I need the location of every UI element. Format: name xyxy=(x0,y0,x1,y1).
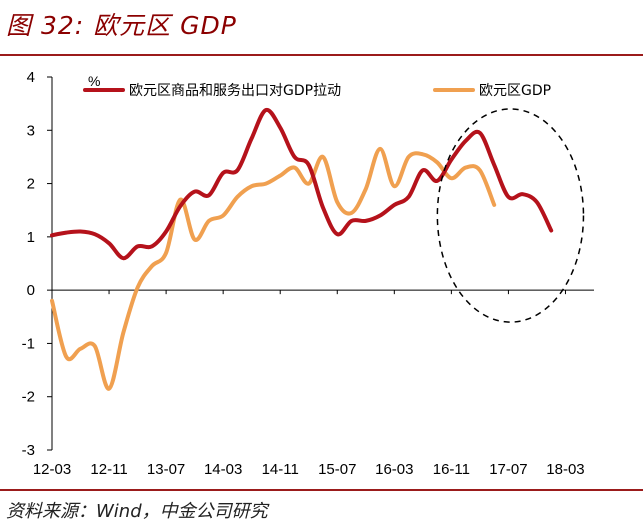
chart-legend: 欧元区商品和服务出口对GDP拉动 欧元区GDP xyxy=(83,83,551,99)
annotation-layer xyxy=(436,108,585,323)
chart-axes: -3 -2 -1 0 1 2 3 4 12-03 12-11 13-07 14-03 14-11 15-0… xyxy=(22,69,594,478)
title-divider xyxy=(0,54,643,56)
x-tick-label: 12-03 xyxy=(33,461,71,478)
line-chart: -3 -2 -1 0 1 2 3 4 12-03 12-11 13-07 14-03 14-11 15-0… xyxy=(22,69,594,478)
x-tick-label: 14-03 xyxy=(204,461,242,478)
x-tick-label: 16-11 xyxy=(433,461,470,478)
x-tick-label: 14-11 xyxy=(262,461,299,478)
x-tick-label: 16-03 xyxy=(375,461,413,478)
y-tick-label: -1 xyxy=(22,335,35,352)
y-tick-label: 0 xyxy=(27,282,35,299)
y-tick-label: 4 xyxy=(27,69,35,86)
legend-label-1: 欧元区GDP xyxy=(479,83,551,99)
x-tick-label: 18-03 xyxy=(546,461,584,478)
chart-title: 图 32: 欧元区 GDP xyxy=(6,11,237,40)
source-note: 资料来源：Wind，中金公司研究 xyxy=(6,501,268,522)
x-tick-label: 13-07 xyxy=(147,461,185,478)
x-tick-label: 17-07 xyxy=(489,461,527,478)
series-line-0 xyxy=(50,107,554,261)
legend-label-0: 欧元区商品和服务出口对GDP拉动 xyxy=(129,83,341,99)
y-tick-label: 1 xyxy=(27,229,35,246)
y-tick-label: -3 xyxy=(22,442,35,459)
x-tick-label: 12-11 xyxy=(90,461,127,478)
y-tick-label: 3 xyxy=(27,122,35,139)
highlight-ellipse xyxy=(436,108,585,323)
x-tick-label: 15-07 xyxy=(318,461,356,478)
y-tick-label: -2 xyxy=(22,389,35,406)
y-tick-label: 2 xyxy=(27,176,35,193)
footer-divider xyxy=(0,489,643,491)
unit-label: % xyxy=(88,73,100,89)
series-layer xyxy=(50,107,554,391)
series-line-1 xyxy=(50,146,497,391)
